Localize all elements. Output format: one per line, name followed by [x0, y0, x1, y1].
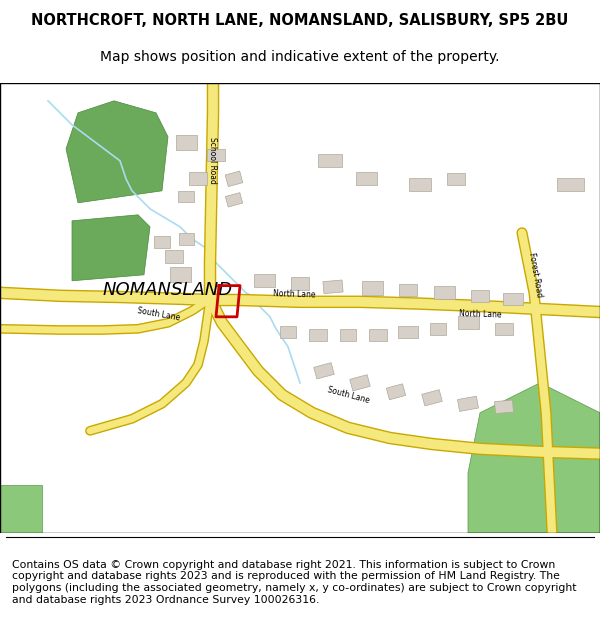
Bar: [361, 281, 383, 294]
Bar: [176, 135, 197, 150]
Bar: [409, 178, 431, 191]
Bar: [350, 375, 370, 391]
Text: Contains OS data © Crown copyright and database right 2021. This information is : Contains OS data © Crown copyright and d…: [12, 560, 577, 604]
Polygon shape: [0, 485, 42, 532]
Bar: [170, 268, 191, 282]
Bar: [280, 326, 296, 338]
Bar: [178, 191, 194, 202]
Bar: [494, 400, 514, 414]
Bar: [318, 154, 342, 168]
Text: South Lane: South Lane: [137, 306, 181, 322]
Text: Forest Road: Forest Road: [527, 252, 544, 298]
Bar: [207, 149, 225, 161]
Bar: [189, 173, 207, 186]
Bar: [314, 362, 334, 379]
Bar: [458, 316, 479, 329]
Polygon shape: [66, 101, 168, 202]
Bar: [154, 236, 170, 248]
Bar: [254, 274, 275, 288]
Text: Map shows position and indicative extent of the property.: Map shows position and indicative extent…: [100, 50, 500, 64]
Bar: [399, 284, 417, 296]
Bar: [503, 292, 523, 305]
Polygon shape: [72, 215, 150, 281]
Bar: [398, 326, 418, 338]
Bar: [386, 384, 406, 400]
Bar: [323, 280, 343, 294]
Bar: [226, 192, 242, 207]
Bar: [433, 286, 455, 299]
Bar: [447, 173, 465, 185]
Bar: [165, 250, 183, 263]
Polygon shape: [468, 382, 600, 532]
Bar: [557, 178, 583, 191]
Bar: [471, 290, 489, 302]
Text: NORTHCROFT, NORTH LANE, NOMANSLAND, SALISBURY, SP5 2BU: NORTHCROFT, NORTH LANE, NOMANSLAND, SALI…: [31, 12, 569, 28]
Bar: [340, 329, 356, 341]
Bar: [309, 329, 327, 341]
Text: South Lane: South Lane: [326, 385, 370, 405]
Bar: [422, 390, 442, 406]
Bar: [355, 173, 377, 186]
Bar: [291, 278, 309, 291]
Bar: [369, 329, 387, 341]
Bar: [430, 322, 446, 335]
Text: North Lane: North Lane: [458, 309, 502, 319]
Bar: [458, 396, 478, 411]
Bar: [495, 322, 513, 335]
Bar: [225, 171, 243, 186]
Bar: [179, 232, 193, 245]
Text: School Road: School Road: [208, 138, 217, 184]
Text: North Lane: North Lane: [272, 289, 316, 299]
Text: NOMANSLAND: NOMANSLAND: [103, 281, 233, 299]
